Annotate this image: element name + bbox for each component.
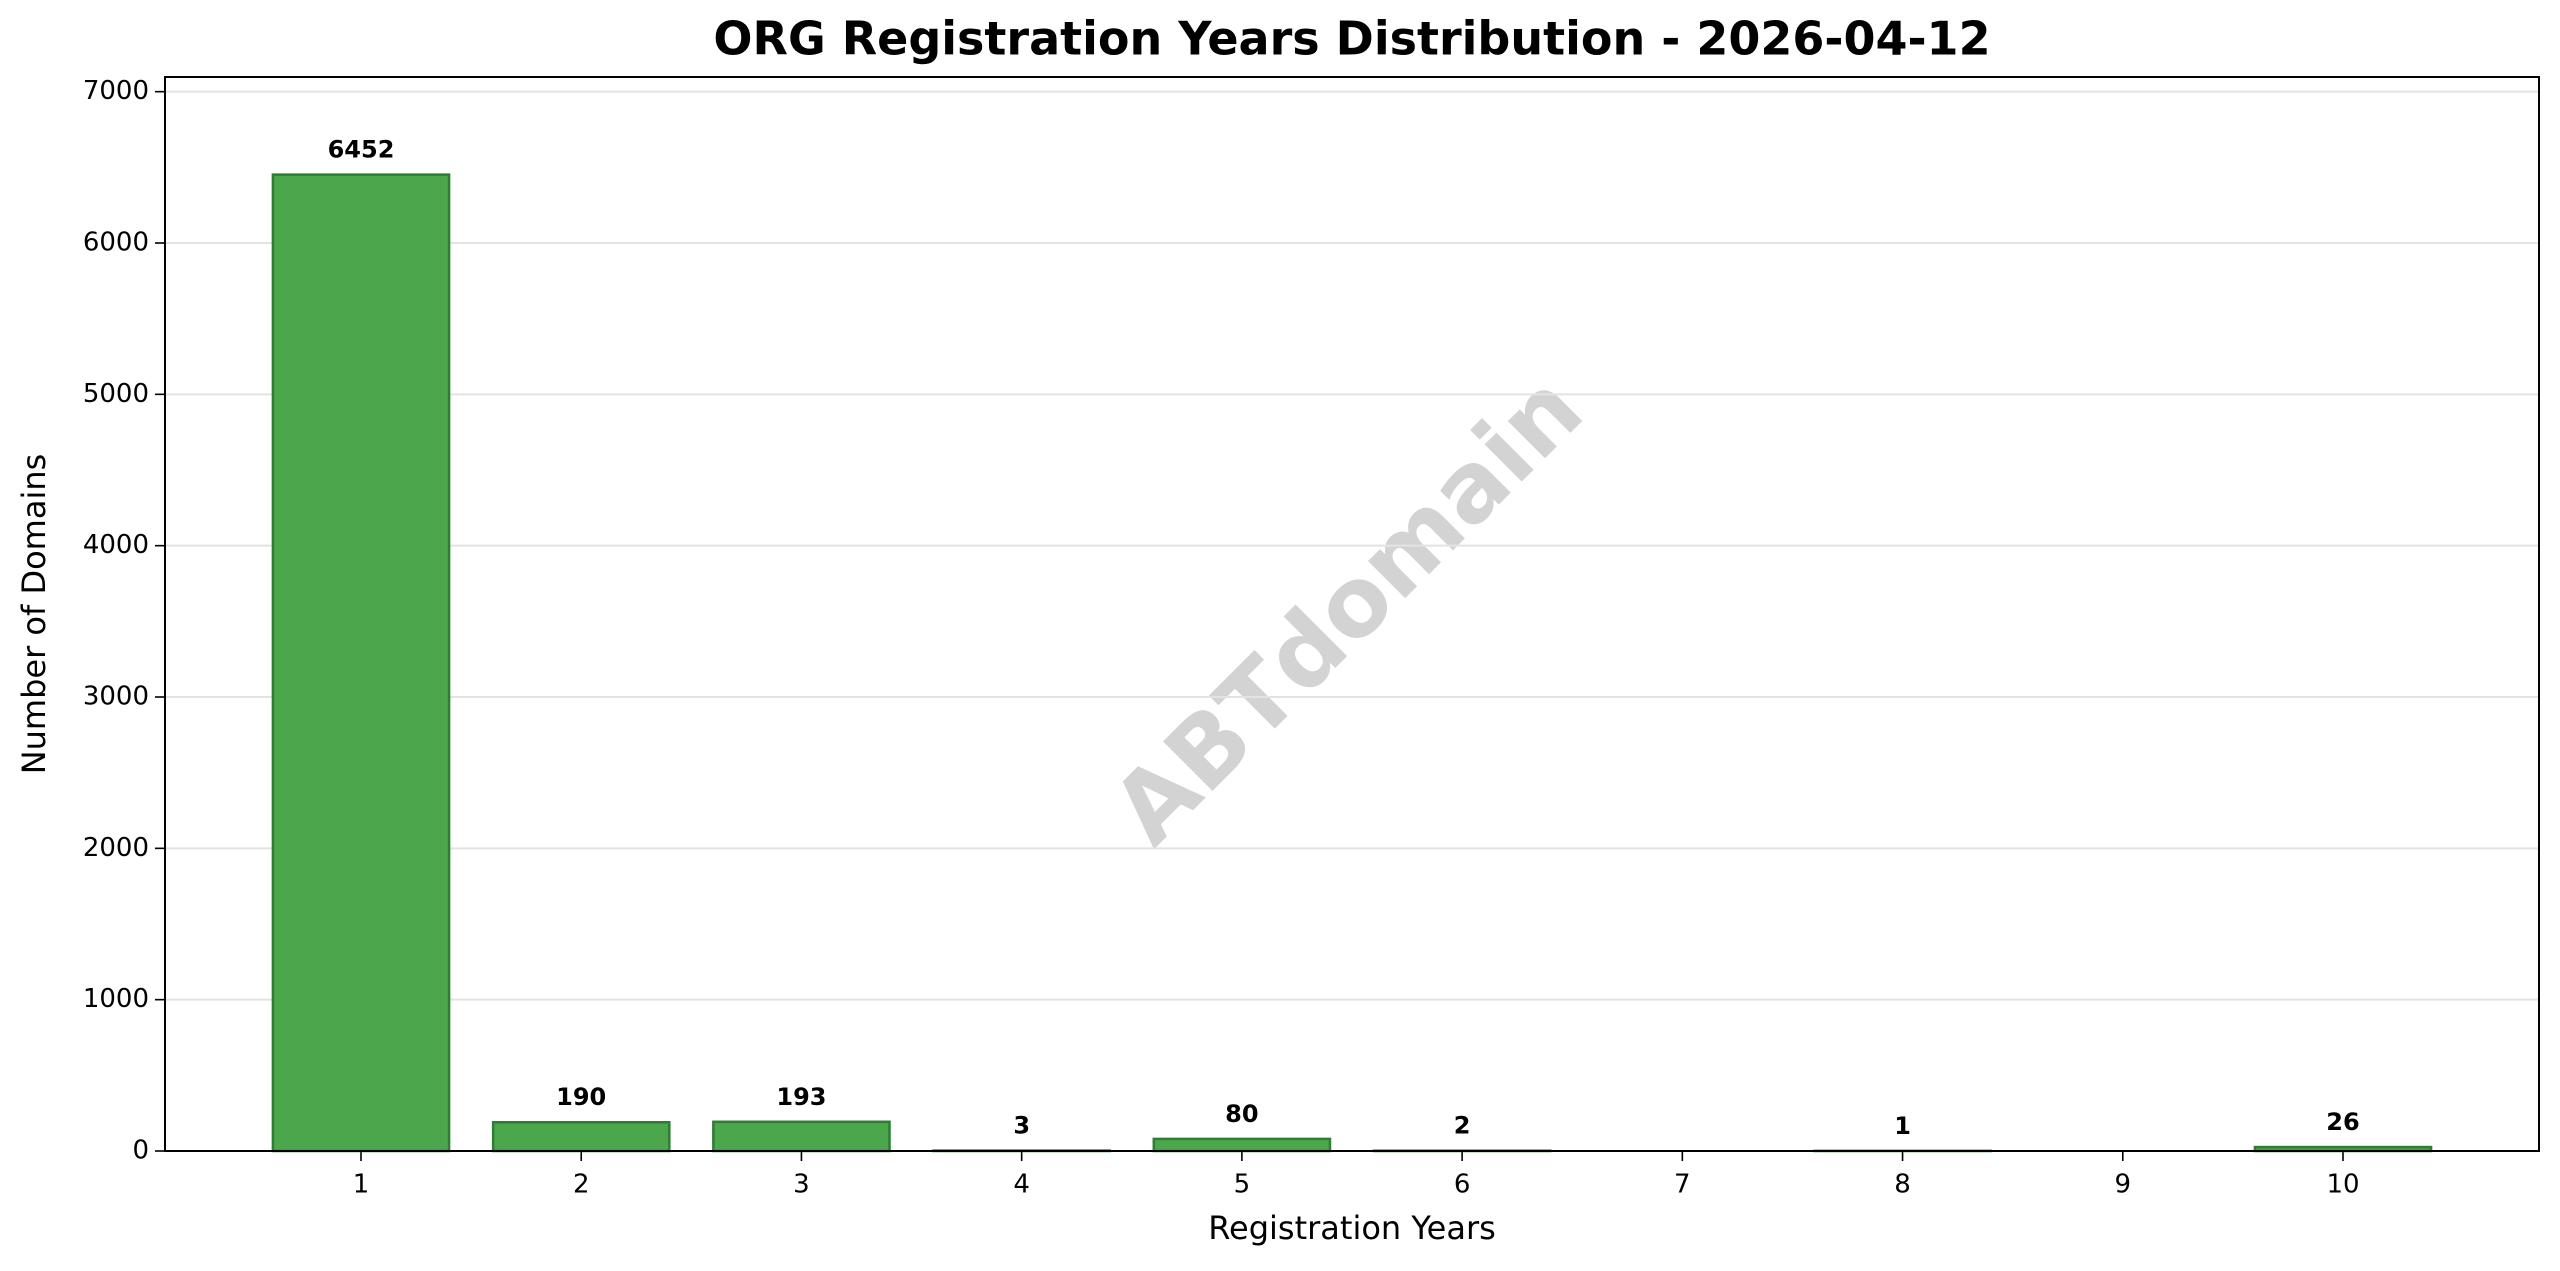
value-label: 26 xyxy=(2326,1108,2359,1136)
y-axis-label: Number of Domains xyxy=(15,454,53,775)
value-label: 6452 xyxy=(328,136,395,164)
x-tick-label: 6 xyxy=(1454,1170,1471,1200)
bar xyxy=(271,173,451,1153)
x-tick-label: 2 xyxy=(573,1170,590,1200)
x-tick-label: 9 xyxy=(2115,1170,2132,1200)
plot-frame xyxy=(164,76,2540,1152)
bar xyxy=(491,1120,671,1153)
y-tick-label: 2000 xyxy=(83,833,149,863)
value-label: 2 xyxy=(1454,1112,1471,1140)
value-label: 80 xyxy=(1225,1100,1258,1128)
x-tick-label: 7 xyxy=(1674,1170,1691,1200)
x-tick-label: 3 xyxy=(793,1170,810,1200)
y-tick-label: 3000 xyxy=(83,682,149,712)
y-tick-label: 6000 xyxy=(83,228,149,258)
value-label: 3 xyxy=(1013,1112,1030,1140)
y-tick-label: 0 xyxy=(132,1136,149,1166)
x-tick-label: 4 xyxy=(1013,1170,1030,1200)
bar xyxy=(1152,1137,1332,1153)
y-tick-label: 5000 xyxy=(83,379,149,409)
x-axis-label: Registration Years xyxy=(1208,1209,1496,1247)
bar xyxy=(712,1120,891,1153)
value-label: 193 xyxy=(776,1083,826,1111)
x-tick-label: 8 xyxy=(1894,1170,1911,1200)
value-label: 1 xyxy=(1894,1112,1911,1140)
x-tick-label: 1 xyxy=(353,1170,370,1200)
y-tick-label: 1000 xyxy=(83,984,149,1014)
x-tick-label: 5 xyxy=(1234,1170,1251,1200)
y-tick-label: 4000 xyxy=(83,530,149,560)
x-tick-label: 10 xyxy=(2326,1170,2359,1200)
y-tick-label: 7000 xyxy=(83,76,149,106)
value-label: 190 xyxy=(556,1083,606,1111)
watermark: ABTdomain xyxy=(1091,353,1604,866)
chart-title: ORG Registration Years Distribution - 20… xyxy=(713,12,1990,66)
